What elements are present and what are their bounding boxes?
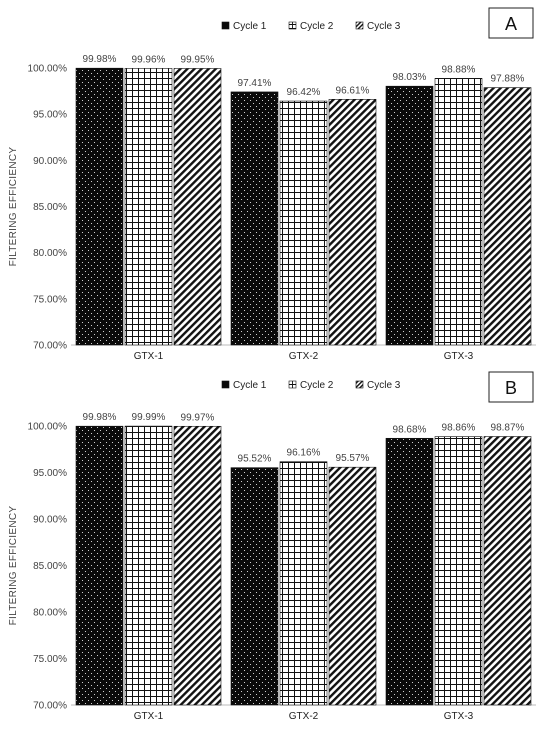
legend-swatch (355, 380, 364, 389)
y-axis-label: FILTERING EFFICIENCY (8, 147, 19, 267)
bar (124, 425, 173, 706)
legend-label: Cycle 2 (300, 21, 334, 32)
data-label: 99.98% (83, 54, 117, 65)
data-label: 99.98% (83, 412, 117, 423)
x-tick-label: GTX-1 (134, 711, 164, 722)
x-tick-label: GTX-3 (444, 351, 474, 362)
data-label: 97.41% (238, 78, 272, 89)
bar (434, 78, 483, 346)
bar (173, 425, 222, 706)
bar (279, 100, 328, 346)
data-label: 98.68% (393, 424, 427, 435)
chart-panel-b: B Cycle 1 Cycle 2 Cycle 3 70.00% 75.00% 80.00%… (8, 371, 536, 722)
data-label: 99.97% (181, 412, 215, 423)
bar (328, 466, 377, 706)
data-label: 99.95% (181, 54, 215, 65)
x-tick-label: GTX-2 (289, 711, 319, 722)
data-label: 97.88% (491, 74, 525, 85)
bar (328, 99, 377, 346)
y-tick-label: 75.00% (33, 294, 67, 305)
x-tick-label: GTX-3 (444, 711, 474, 722)
bar (483, 436, 532, 706)
y-tick-label: 95.00% (33, 468, 67, 479)
data-label: 95.52% (238, 454, 272, 465)
bar (75, 67, 124, 346)
bar (230, 467, 279, 706)
y-tick-label: 80.00% (33, 248, 67, 259)
bar (230, 91, 279, 346)
legend-swatch (355, 21, 364, 30)
bar (385, 85, 434, 346)
bar (385, 437, 434, 706)
panel-label: B (505, 378, 517, 398)
data-label: 96.61% (336, 85, 370, 96)
y-tick-label: 80.00% (33, 608, 67, 619)
data-label: 99.99% (132, 412, 166, 423)
bar (434, 436, 483, 706)
panel-label: A (505, 14, 517, 34)
panel-label-box (488, 7, 534, 39)
chart-panel-a: A Cycle 1 Cycle 2 Cycle 3 70.00% 75.00% 80.00%… (8, 7, 536, 362)
y-tick-label: 100.00% (28, 64, 68, 75)
x-tick-label: GTX-1 (134, 351, 164, 362)
y-axis-label: FILTERING EFFICIENCY (8, 506, 19, 626)
legend-label: Cycle 1 (233, 380, 267, 391)
data-label: 98.86% (442, 423, 476, 434)
bar (75, 425, 124, 706)
data-label: 96.42% (287, 87, 321, 98)
y-tick-label: 75.00% (33, 654, 67, 665)
x-tick-label: GTX-2 (289, 351, 319, 362)
bar (279, 461, 328, 706)
data-label: 98.87% (491, 423, 525, 434)
bar (483, 87, 532, 346)
y-tick-label: 90.00% (33, 156, 67, 167)
legend-swatch (288, 21, 297, 30)
legend-label: Cycle 3 (367, 21, 401, 32)
bar (124, 68, 173, 346)
legend-label: Cycle 1 (233, 21, 267, 32)
y-tick-label: 70.00% (33, 701, 67, 712)
y-tick-label: 100.00% (28, 422, 68, 433)
y-tick-label: 85.00% (33, 202, 67, 213)
data-label: 95.57% (336, 453, 370, 464)
data-label: 96.16% (287, 448, 321, 459)
panel-label-box (488, 371, 534, 403)
data-label: 99.96% (132, 54, 166, 65)
data-label: 98.88% (442, 64, 476, 75)
legend-label: Cycle 3 (367, 380, 401, 391)
legend-swatch (221, 380, 230, 389)
bar (173, 68, 222, 346)
y-tick-label: 90.00% (33, 515, 67, 526)
y-tick-label: 70.00% (33, 341, 67, 352)
legend-label: Cycle 2 (300, 380, 334, 391)
y-tick-label: 95.00% (33, 110, 67, 121)
data-label: 98.03% (393, 72, 427, 83)
legend-swatch (288, 380, 297, 389)
legend-swatch (221, 21, 230, 30)
y-tick-label: 85.00% (33, 561, 67, 572)
